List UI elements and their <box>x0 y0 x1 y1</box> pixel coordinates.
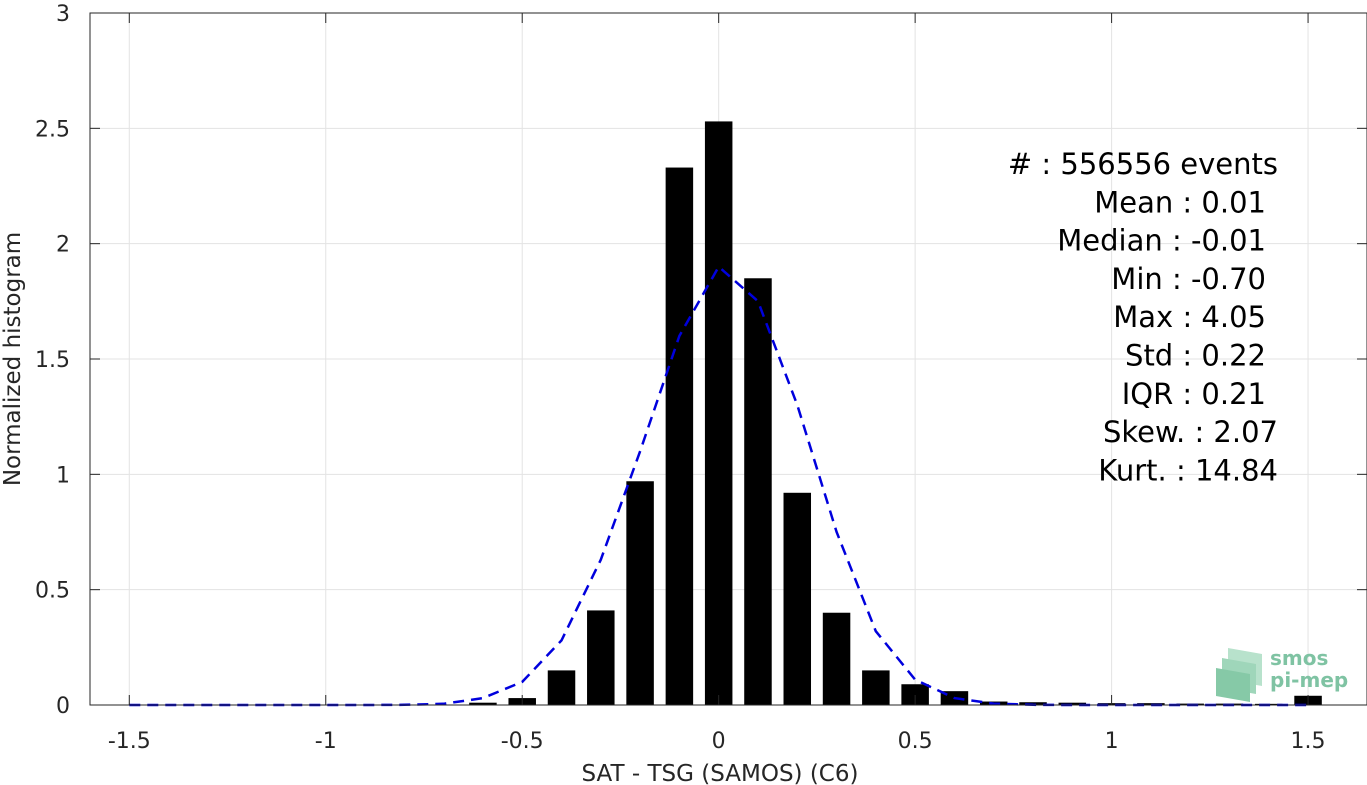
y-tick-label: 1 <box>56 463 70 488</box>
logo-mark-icon <box>1216 648 1262 702</box>
stats-line: Median : -0.01 <box>1057 224 1266 258</box>
histogram-bar <box>822 612 851 705</box>
stats-line: Max : 4.05 <box>1113 300 1266 334</box>
histogram-bar <box>587 610 615 705</box>
x-tick-label: -1.5 <box>108 729 151 754</box>
stats-line: # : 556556 events <box>1008 147 1278 181</box>
y-tick-label: 3 <box>56 2 70 27</box>
histogram-bar <box>1137 703 1165 705</box>
smos-pi-mep-logo: smos pi-mep <box>1216 646 1348 702</box>
histogram-bar <box>626 481 654 705</box>
stats-line: Mean : 0.01 <box>1094 185 1266 219</box>
histogram-bar <box>901 684 929 705</box>
y-tick-label: 2.5 <box>35 117 70 142</box>
histogram-bar <box>469 702 497 705</box>
x-tick-label: 0.5 <box>898 729 933 754</box>
stats-line: Kurt. : 14.84 <box>1098 453 1278 487</box>
histogram-bar <box>1058 702 1087 705</box>
logo-line1: smos <box>1270 646 1328 670</box>
histogram-bar <box>547 670 576 705</box>
x-tick-label: -0.5 <box>501 729 544 754</box>
logo-line2: pi-mep <box>1270 668 1348 692</box>
y-tick-label: 1.5 <box>35 348 70 373</box>
x-tick-label: 1.5 <box>1291 729 1326 754</box>
y-axis-title: Normalized histogram <box>0 232 26 486</box>
x-tick-label: 1 <box>1105 729 1119 754</box>
x-tick-label: 0 <box>712 729 726 754</box>
x-axis-ticks: -1.5 -1 -0.5 0 0.5 1 1.5 <box>108 13 1326 754</box>
histogram-bar <box>862 670 890 705</box>
histogram-bar <box>744 278 772 705</box>
statistics-annotation: # : 556556 events Mean : 0.01 Median : -0.… <box>1008 147 1278 487</box>
histogram-bar <box>665 167 694 706</box>
y-tick-label: 0 <box>56 694 70 719</box>
y-axis-ticks: 0 0.5 1 1.5 2 2.5 3 <box>35 2 1367 719</box>
histogram-bars <box>469 121 1322 706</box>
x-tick-label: -1 <box>315 729 337 754</box>
x-axis-title: SAT - TSG (SAMOS) (C6) <box>582 761 859 785</box>
stats-line: Skew. : 2.07 <box>1103 415 1278 449</box>
stats-line: IQR : 0.21 <box>1122 377 1266 411</box>
stats-line: Std : 0.22 <box>1125 339 1266 373</box>
histogram-bar <box>704 121 733 705</box>
y-tick-label: 2 <box>56 233 70 258</box>
histogram-bar <box>783 492 812 705</box>
stats-line: Min : -0.70 <box>1111 262 1266 296</box>
y-tick-label: 0.5 <box>35 579 70 604</box>
